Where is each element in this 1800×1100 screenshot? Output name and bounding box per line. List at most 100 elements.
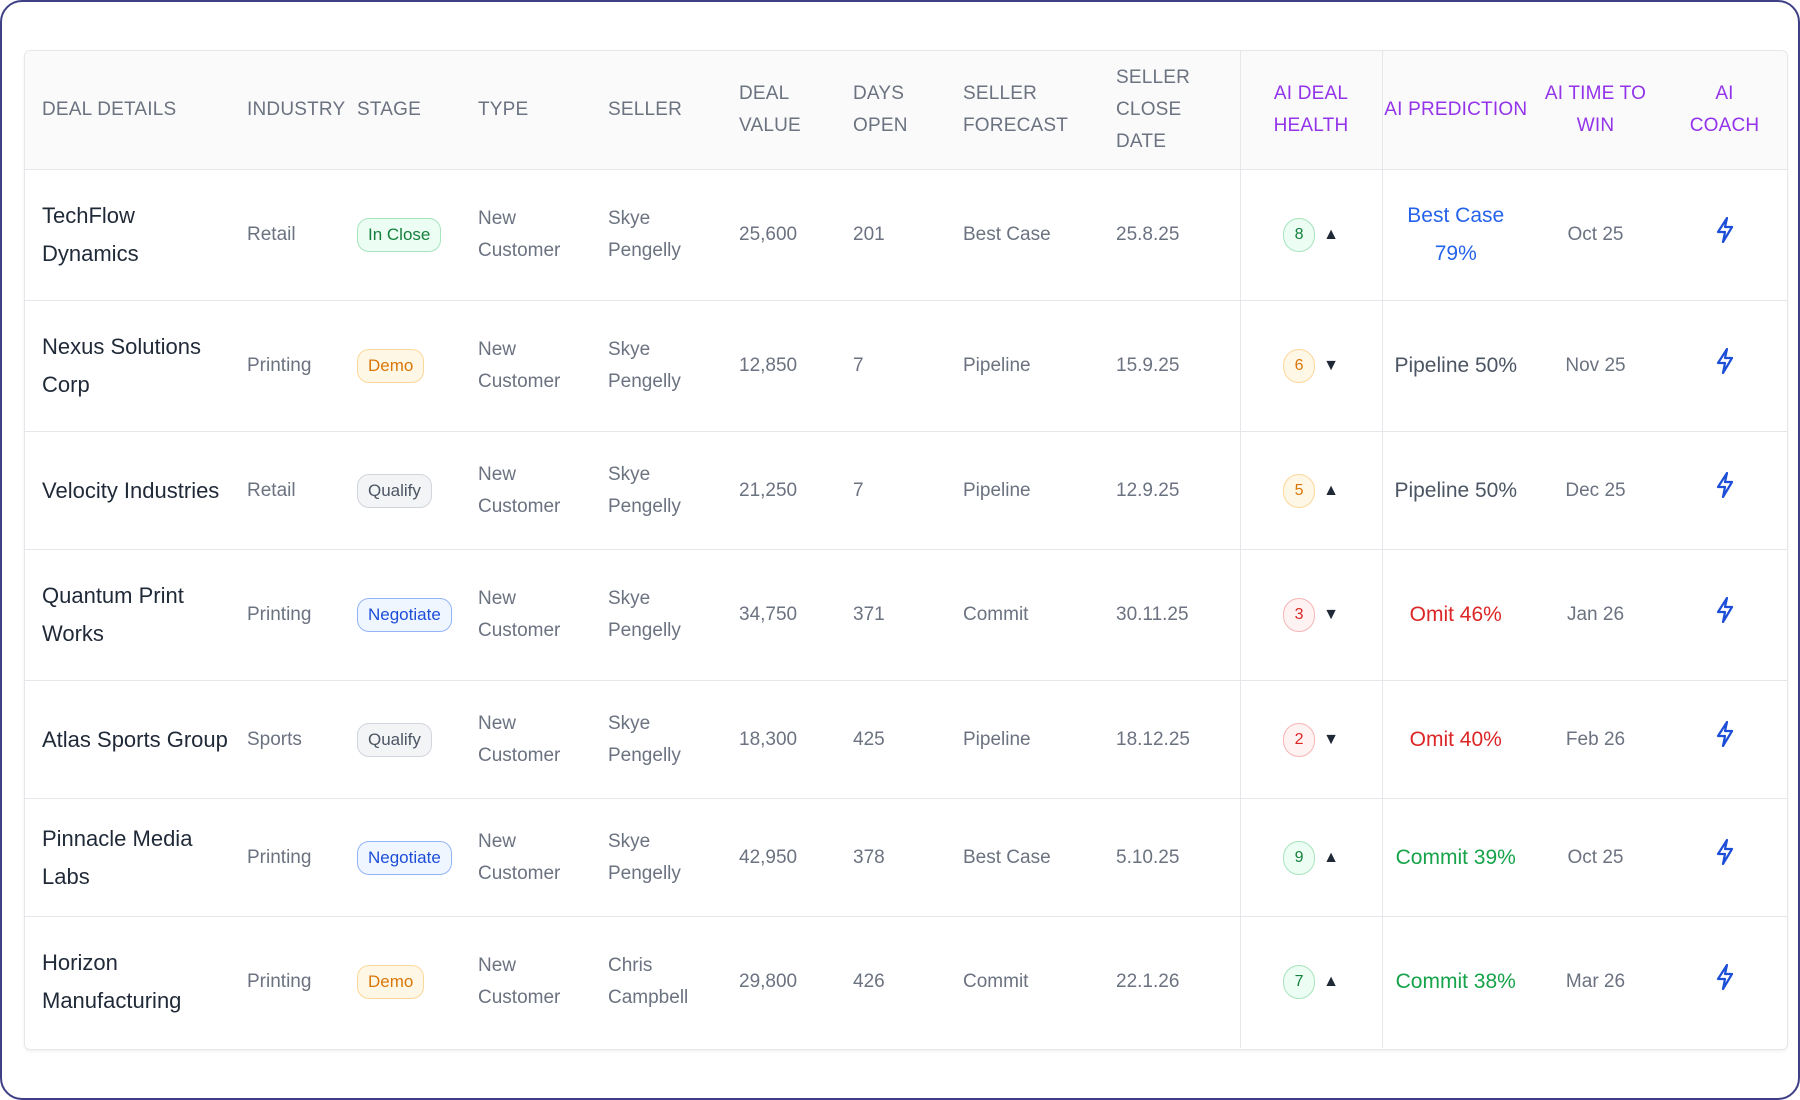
table-row[interactable]: TechFlow Dynamics Retail In Close New Cus… bbox=[25, 169, 1787, 301]
ai-deal-health-cell: 5 ▲ bbox=[1239, 431, 1382, 550]
col-type[interactable]: TYPE bbox=[461, 51, 591, 170]
col-ai-time-to-win[interactable]: AI TIME TO WIN bbox=[1529, 51, 1662, 170]
lightning-bolt-icon[interactable] bbox=[1715, 216, 1735, 254]
deal-value-cell: 42,950 bbox=[722, 798, 836, 917]
ai-time-to-win-cell: Feb 26 bbox=[1529, 680, 1662, 799]
ai-prediction-cell: Commit 38% bbox=[1381, 916, 1529, 1048]
deal-name-cell[interactable]: Atlas Sports Group bbox=[25, 680, 230, 799]
col-seller-close-date[interactable]: SELLER CLOSE DATE bbox=[1099, 51, 1240, 170]
health-score-badge: 5 bbox=[1283, 473, 1316, 508]
seller-forecast-cell: Pipeline bbox=[946, 680, 1099, 799]
deal-name-cell[interactable]: Pinnacle Media Labs bbox=[25, 798, 230, 917]
stage-cell: Demo bbox=[340, 916, 461, 1048]
ai-deal-health-cell: 2 ▼ bbox=[1239, 680, 1382, 799]
trend-icon: ▼ bbox=[1323, 730, 1339, 748]
deal-name-cell[interactable]: Quantum Print Works bbox=[25, 549, 230, 681]
seller-forecast-cell: Best Case bbox=[946, 798, 1099, 917]
lightning-bolt-icon[interactable] bbox=[1715, 596, 1735, 634]
col-stage[interactable]: STAGE bbox=[340, 51, 461, 170]
lightning-bolt-icon[interactable] bbox=[1715, 347, 1735, 385]
col-seller-forecast[interactable]: SELLER FORECAST bbox=[946, 51, 1099, 170]
seller-cell: Skye Pengelly bbox=[591, 300, 722, 432]
days-open-cell: 426 bbox=[836, 916, 946, 1048]
lightning-bolt-icon[interactable] bbox=[1715, 471, 1735, 509]
col-deal-value[interactable]: DEAL VALUE bbox=[722, 51, 836, 170]
seller-forecast-cell: Pipeline bbox=[946, 431, 1099, 550]
ai-time-to-win-cell: Oct 25 bbox=[1529, 798, 1662, 917]
stage-cell: Qualify bbox=[340, 680, 461, 799]
ai-prediction-text: Omit 46% bbox=[1409, 603, 1502, 626]
ai-coach-cell bbox=[1662, 549, 1787, 681]
seller-forecast-cell: Best Case bbox=[946, 169, 1099, 301]
seller-cell: Skye Pengelly bbox=[591, 431, 722, 550]
ai-prediction-text: Best Case 79% bbox=[1407, 204, 1505, 265]
col-ai-deal-health[interactable]: AI DEAL HEALTH bbox=[1239, 51, 1382, 170]
table-row[interactable]: Atlas Sports Group Sports Qualify New Cus… bbox=[25, 680, 1787, 799]
deal-name-cell[interactable]: Horizon Manufacturing bbox=[25, 916, 230, 1048]
seller-cell: Skye Pengelly bbox=[591, 680, 722, 799]
health-score-badge: 9 bbox=[1283, 840, 1316, 875]
deal-value-cell: 18,300 bbox=[722, 680, 836, 799]
industry-cell: Printing bbox=[230, 798, 340, 917]
deal-name-cell[interactable]: Nexus Solutions Corp bbox=[25, 300, 230, 432]
seller-forecast-cell: Commit bbox=[946, 549, 1099, 681]
deal-value-cell: 25,600 bbox=[722, 169, 836, 301]
days-open-cell: 378 bbox=[836, 798, 946, 917]
seller-close-date-cell: 12.9.25 bbox=[1099, 431, 1240, 550]
table-row[interactable]: Pinnacle Media Labs Printing Negotiate N… bbox=[25, 798, 1787, 917]
ai-prediction-cell: Pipeline 50% bbox=[1381, 300, 1529, 432]
col-ai-prediction[interactable]: AI PREDICTION bbox=[1381, 51, 1529, 170]
ai-deal-health-cell: 9 ▲ bbox=[1239, 798, 1382, 917]
type-cell: New Customer bbox=[461, 916, 591, 1048]
col-ai-coach[interactable]: AI COACH bbox=[1662, 51, 1787, 170]
ai-coach-cell bbox=[1662, 431, 1787, 550]
industry-cell: Printing bbox=[230, 300, 340, 432]
days-open-cell: 371 bbox=[836, 549, 946, 681]
lightning-bolt-icon[interactable] bbox=[1715, 838, 1735, 876]
ai-prediction-text: Pipeline 50% bbox=[1394, 478, 1518, 502]
col-days-open[interactable]: DAYS OPEN bbox=[836, 51, 946, 170]
seller-close-date-cell: 15.9.25 bbox=[1099, 300, 1240, 432]
trend-icon: ▲ bbox=[1323, 973, 1339, 991]
stage-badge: Demo bbox=[357, 965, 425, 1000]
type-cell: New Customer bbox=[461, 798, 591, 917]
table-row[interactable]: Velocity Industries Retail Qualify New Cu… bbox=[25, 431, 1787, 550]
ai-deal-health-cell: 7 ▲ bbox=[1239, 916, 1382, 1048]
ai-deal-health-cell: 6 ▼ bbox=[1239, 300, 1382, 432]
deals-table-container: DEAL DETAILS INDUSTRY STAGE TYPE SELLER … bbox=[24, 50, 1788, 1050]
col-deal-details[interactable]: DEAL DETAILS bbox=[25, 51, 230, 170]
days-open-cell: 201 bbox=[836, 169, 946, 301]
ai-coach-cell bbox=[1662, 916, 1787, 1048]
seller-cell: Skye Pengelly bbox=[591, 798, 722, 917]
industry-cell: Sports bbox=[230, 680, 340, 799]
ai-time-to-win-cell: Nov 25 bbox=[1529, 300, 1662, 432]
days-open-cell: 7 bbox=[836, 431, 946, 550]
industry-cell: Retail bbox=[230, 169, 340, 301]
stage-badge: Negotiate bbox=[357, 598, 452, 632]
seller-forecast-cell: Pipeline bbox=[946, 300, 1099, 432]
stage-cell: In Close bbox=[340, 169, 461, 301]
header-row: DEAL DETAILS INDUSTRY STAGE TYPE SELLER … bbox=[25, 51, 1787, 170]
type-cell: New Customer bbox=[461, 300, 591, 432]
type-cell: New Customer bbox=[461, 680, 591, 799]
deal-name-cell[interactable]: TechFlow Dynamics bbox=[25, 169, 230, 301]
table-row[interactable]: Quantum Print Works Printing Negotiate Ne… bbox=[25, 549, 1787, 681]
deal-name-cell[interactable]: Velocity Industries bbox=[25, 431, 230, 550]
seller-close-date-cell: 5.10.25 bbox=[1099, 798, 1240, 917]
lightning-bolt-icon[interactable] bbox=[1715, 963, 1735, 1001]
table-row[interactable]: Horizon Manufacturing Printing Demo New Cu… bbox=[25, 916, 1787, 1048]
table-row[interactable]: Nexus Solutions Corp Printing Demo New Cus… bbox=[25, 300, 1787, 432]
ai-prediction-cell: Pipeline 50% bbox=[1381, 431, 1529, 550]
seller-cell: Skye Pengelly bbox=[591, 169, 722, 301]
col-seller[interactable]: SELLER bbox=[591, 51, 722, 170]
seller-close-date-cell: 22.1.26 bbox=[1099, 916, 1240, 1048]
ai-time-to-win-cell: Oct 25 bbox=[1529, 169, 1662, 301]
industry-cell: Printing bbox=[230, 916, 340, 1048]
health-score-badge: 3 bbox=[1283, 598, 1316, 632]
lightning-bolt-icon[interactable] bbox=[1715, 720, 1735, 758]
stage-badge: Qualify bbox=[357, 473, 432, 508]
col-industry[interactable]: INDUSTRY bbox=[230, 51, 345, 170]
deal-value-cell: 34,750 bbox=[722, 549, 836, 681]
stage-cell: Negotiate bbox=[340, 798, 461, 917]
industry-cell: Retail bbox=[230, 431, 340, 550]
